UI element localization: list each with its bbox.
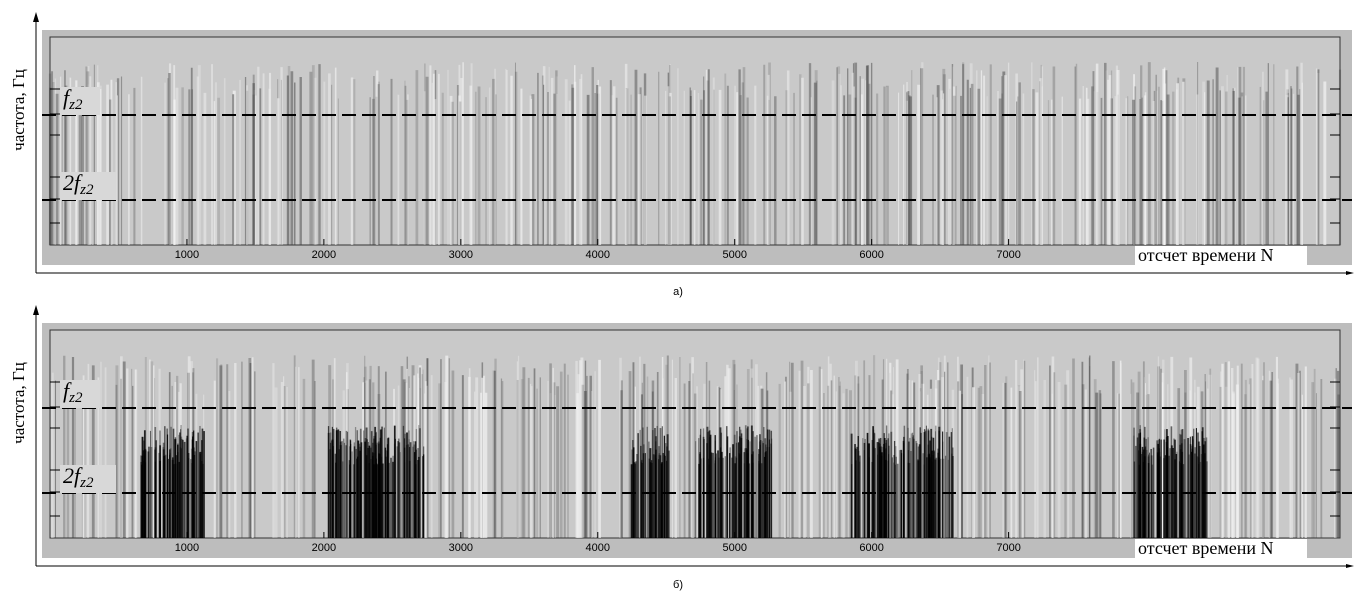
x-tick-label: 4000 — [586, 542, 610, 554]
x-tick-label: 5000 — [722, 249, 746, 261]
x-tick-label: 2000 — [312, 249, 336, 261]
x-tick-label: 2000 — [312, 542, 336, 554]
x-axis-label: отсчет времени N — [1138, 538, 1274, 558]
x-axis-label: отсчет времени N — [1138, 245, 1274, 265]
x-tick-label: 7000 — [996, 542, 1020, 554]
y-axis-label: частота, Гц — [9, 69, 28, 151]
x-tick-label: 5000 — [722, 542, 746, 554]
annotation-sub: z2 — [68, 390, 83, 406]
x-tick-label: 7000 — [996, 249, 1020, 261]
y-axis-arrow — [33, 305, 39, 315]
x-tick-label: 6000 — [859, 542, 883, 554]
annotation-sub: z2 — [79, 475, 94, 491]
x-tick-label: 3000 — [449, 249, 473, 261]
y-axis-arrow — [33, 12, 39, 22]
x-tick-label: 1000 — [175, 249, 199, 261]
y-axis-label: частота, Гц — [9, 362, 28, 444]
caption: а) — [673, 286, 683, 298]
annotation-sub: z2 — [79, 182, 94, 198]
x-tick-label: 4000 — [586, 249, 610, 261]
x-tick-label: 6000 — [859, 249, 883, 261]
annotation-sub: z2 — [68, 97, 83, 113]
x-tick-label: 3000 — [449, 542, 473, 554]
figure: 1000 2000 3000 4000 5000 6000 7000 отсчет време… — [0, 0, 1356, 596]
x-tick-label: 1000 — [175, 542, 199, 554]
x-axis-arrow — [1346, 564, 1354, 568]
caption: б) — [673, 579, 683, 591]
x-axis-arrow — [1346, 271, 1354, 275]
